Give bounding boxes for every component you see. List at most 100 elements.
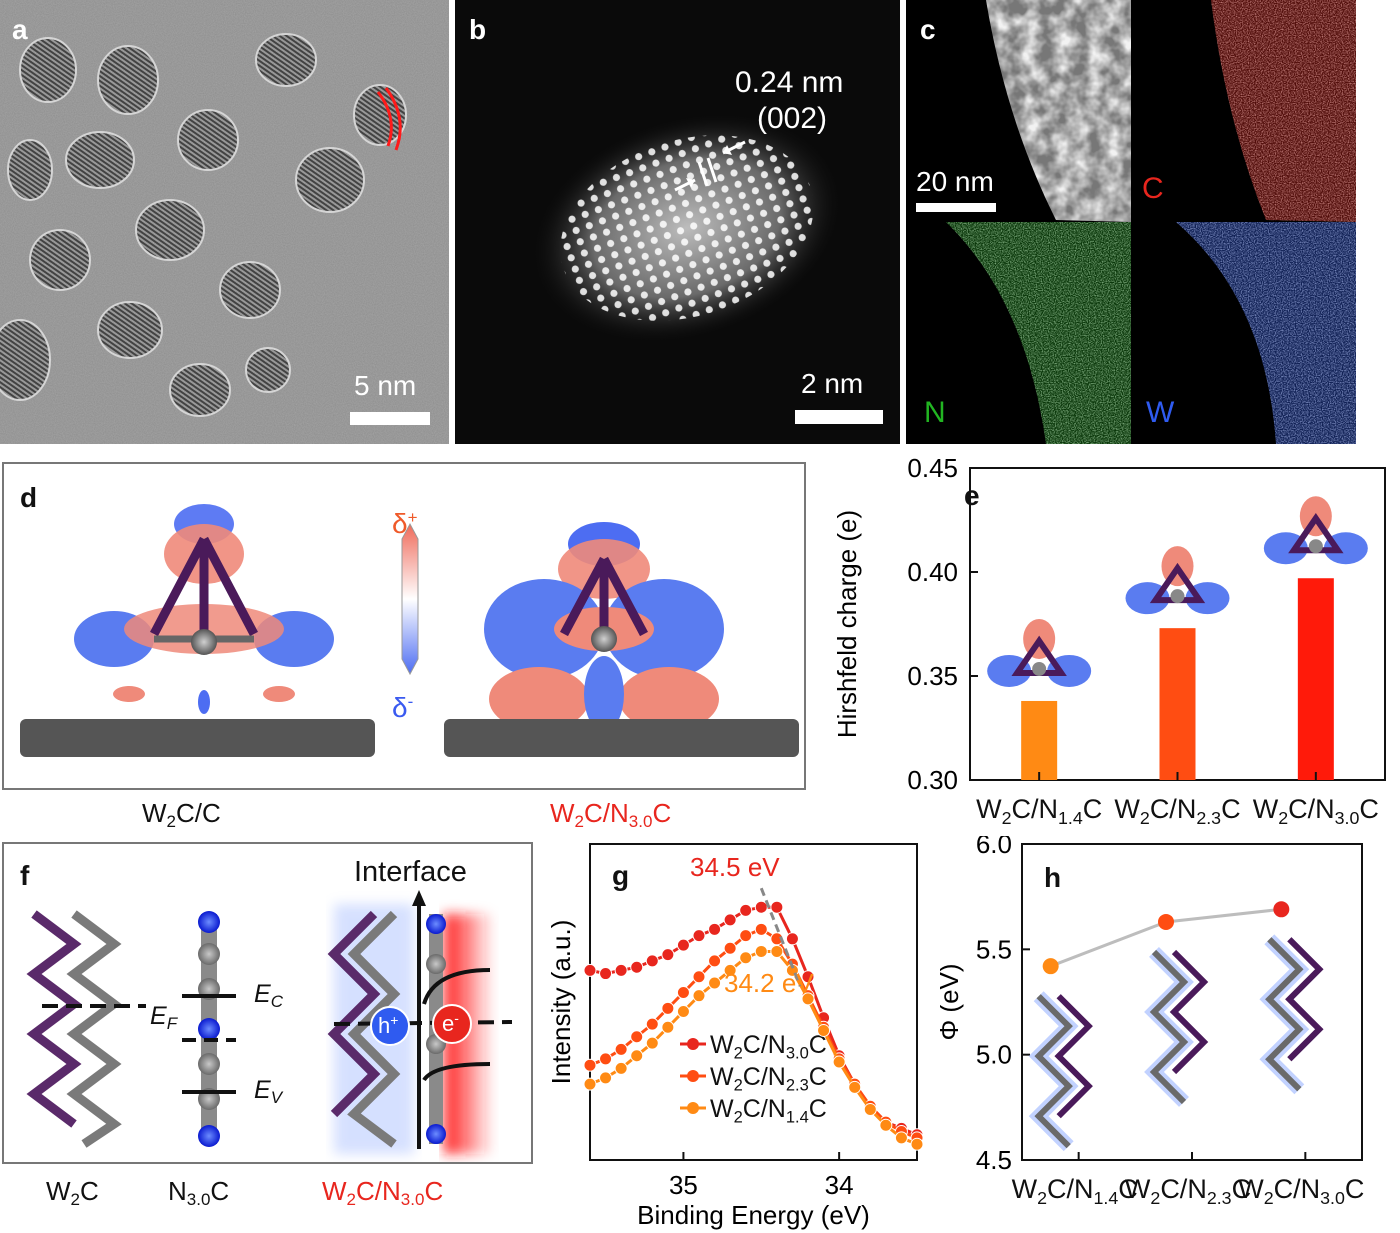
- g-series-point: [754, 922, 768, 936]
- h-chain-c: [1054, 994, 1093, 1119]
- g-series-point: [801, 970, 815, 984]
- g-legend-label: W2C/N2.3C: [710, 1063, 827, 1095]
- peak-label-low: 34.2 eV: [724, 968, 814, 998]
- g-series-point: [708, 922, 722, 936]
- interface-fermi-line: [333, 1020, 513, 1026]
- g-series-point: [645, 1017, 659, 1031]
- panel-c-scale-label: 20 nm: [916, 166, 994, 197]
- interface-label: Interface: [354, 856, 467, 888]
- g-series-point: [599, 1071, 613, 1085]
- g-legend-marker: [687, 1038, 699, 1050]
- g-legend-label-sub2: 2.3: [786, 1077, 809, 1095]
- e-xtick-label-sub: 2: [1140, 808, 1150, 828]
- e-cluster-lobe: [1125, 582, 1170, 615]
- g-series-point: [676, 986, 690, 1000]
- e-xtick-label-rest: C: [1083, 794, 1103, 824]
- panel-c-map-label-c: C: [1142, 172, 1164, 205]
- e-cluster-icon: [1263, 496, 1368, 565]
- g-legend-label-rest: C: [809, 1095, 827, 1123]
- h-ylabel: Φ (eV): [940, 963, 964, 1040]
- g-series-point: [739, 929, 753, 943]
- g-plot-frame: [589, 843, 918, 1161]
- g-legend-label-main: W: [710, 1031, 734, 1059]
- h-xtick-label-sub: 2: [1037, 1188, 1047, 1208]
- panel-f-letter: f: [20, 860, 30, 891]
- n3c-chain: [198, 911, 220, 1147]
- g-series-point: [894, 1131, 908, 1145]
- charge-colorbar: [401, 522, 419, 676]
- g-legend-label-mid: C/N: [743, 1031, 786, 1059]
- panel-f-caption-interface: W2C/N3.0C: [322, 1176, 444, 1209]
- g-ylabel: Intensity (a.u.): [546, 920, 576, 1085]
- g-series-point: [739, 903, 753, 917]
- panel-a-letter: a: [12, 14, 28, 45]
- g-series-point: [583, 963, 597, 977]
- g-series-point: [630, 960, 644, 974]
- g-series-point: [754, 944, 768, 958]
- g-series-point: [692, 989, 706, 1003]
- g-series-point: [630, 1049, 644, 1063]
- e-cluster-lobe: [987, 654, 1032, 687]
- panel-f-caption-n3c: N3.0C: [168, 1176, 230, 1209]
- g-legend-label-mid: C/N: [743, 1063, 786, 1091]
- panel-d-caption-left: W2C/C: [142, 798, 221, 831]
- g-series-point: [863, 1102, 877, 1116]
- panel-b-haadf-image: 0.24 nm (002) 2 nm b: [455, 0, 900, 444]
- g-series-point: [692, 970, 706, 984]
- e-ytick-label: 0.30: [907, 765, 958, 795]
- panel-c-eds-maps: 20 nm C N W c: [906, 0, 1356, 444]
- e-cluster-icon: [987, 618, 1092, 687]
- g-series-point: [614, 963, 628, 977]
- e-bar: [1297, 578, 1334, 780]
- h-chain-icon: [1144, 946, 1209, 1107]
- g-legend-label-sub2: 3.0: [786, 1045, 809, 1063]
- g-xlabel: Binding Energy (eV): [637, 1200, 870, 1230]
- g-series-point: [661, 948, 675, 962]
- h-ytick-label: 4.5: [976, 1145, 1012, 1175]
- h-ytick-label: 5.0: [976, 1040, 1012, 1070]
- h-chain-c: [1285, 937, 1324, 1062]
- g-series-point: [817, 1023, 831, 1037]
- panel-b-scale-label: 2 nm: [801, 368, 864, 399]
- ec-label: EC: [254, 980, 283, 1011]
- e-cluster-lobe: [1185, 582, 1230, 615]
- h-xtick-label-main: W: [1125, 1174, 1151, 1204]
- g-series-point: [754, 900, 768, 914]
- g-series-point: [785, 932, 799, 946]
- e-xtick-label-main: W: [1253, 794, 1279, 824]
- h-xtick-label-rest: C: [1345, 1174, 1365, 1204]
- g-legend-label: W2C/N3.0C: [710, 1031, 827, 1063]
- panel-b-spacing-label: 0.24 nm: [735, 66, 844, 99]
- g-legend-label-main: W: [710, 1095, 734, 1123]
- h-chain-icon: [1028, 991, 1093, 1152]
- e-xtick-label-main: W: [976, 794, 1002, 824]
- g-series-point: [583, 1077, 597, 1091]
- e-xtick-label-rest: C: [1359, 794, 1379, 824]
- h-xtick-label-mid: C/N: [1274, 1174, 1321, 1204]
- h-xtick-label: W2C/N1.4C: [1012, 1174, 1138, 1208]
- panel-a-scale-label: 5 nm: [354, 370, 417, 401]
- panel-b-scale-bar: [795, 410, 883, 424]
- g-legend-label-rest: C: [809, 1031, 827, 1059]
- g-series-point: [661, 1001, 675, 1015]
- delta-minus-label: δ-: [392, 692, 414, 723]
- h-xtick-label-sub2: 3.0: [1320, 1188, 1345, 1208]
- h-plot-frame: [1021, 843, 1363, 1161]
- e-xtick-label-mid: C/N: [1150, 794, 1197, 824]
- g-series-point: [645, 954, 659, 968]
- e-cluster-atom: [1032, 661, 1047, 676]
- g-series-point: [676, 938, 690, 952]
- panel-a-tem-image: 5 nm a: [0, 0, 449, 444]
- panel-c-map-grid: [916, 0, 1356, 444]
- e-xtick-label: W2C/N3.0C: [1253, 794, 1379, 828]
- g-legend-label-rest: C: [809, 1063, 827, 1091]
- h-xtick-label-main: W: [1238, 1174, 1264, 1204]
- e-xtick-label: W2C/N2.3C: [1114, 794, 1240, 828]
- h-xtick-label-sub2: 2.3: [1207, 1188, 1232, 1208]
- h-chain-icon: [1259, 934, 1324, 1095]
- interface-cb-bend: [422, 968, 491, 1005]
- g-series-point: [661, 1020, 675, 1034]
- g-series-point: [848, 1080, 862, 1094]
- h-xtick-label-mid: C/N: [1047, 1174, 1094, 1204]
